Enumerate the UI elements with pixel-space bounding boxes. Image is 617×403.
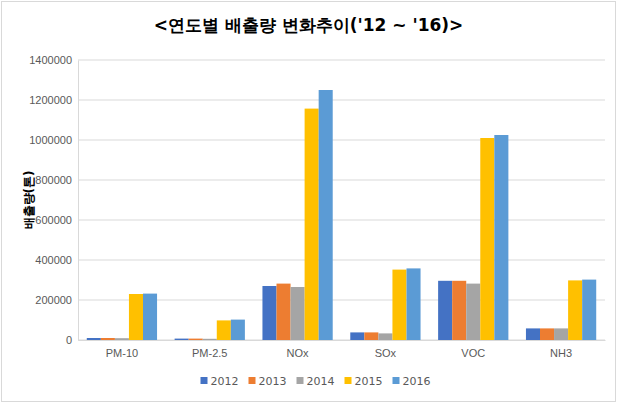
x-tick-label: VOC [461,347,485,359]
bar [115,338,129,340]
x-tick: SOx [375,340,397,359]
x-tick-label: NH3 [550,347,572,359]
bar [540,328,554,340]
bar [350,332,364,340]
y-tick-label: 1000000 [29,134,72,146]
y-tick-label: 1400000 [29,54,72,66]
grid-line [78,60,605,61]
y-tick-label: 600000 [35,214,72,226]
bar [143,294,157,340]
y-tick: 0 [66,334,78,346]
legend-swatch [297,377,304,384]
y-tick-label: 200000 [35,294,72,306]
legend-label: 2014 [307,375,335,388]
bar [217,320,231,340]
x-axis-line [79,340,606,341]
legend-swatch [249,377,256,384]
bar [494,135,508,340]
legend-label: 2012 [211,375,239,388]
bar [568,280,582,340]
bar [438,281,452,340]
bar [378,333,392,340]
x-tick-label: NOx [287,347,310,359]
bars [87,90,596,340]
bar [175,339,189,340]
legend-swatch [393,377,400,384]
bar [582,280,596,340]
y-axis: 0 200000 400000 600000 800000 1000000 1200000 1… [29,54,78,346]
y-tick-label: 1200000 [29,94,72,106]
x-tick: PM-2.5 [192,340,227,359]
x-tick-label: PM-10 [106,347,138,359]
x-tick: PM-10 [106,340,138,359]
chart: <연도별 배출량 변화추이('12 ~ '16)> 0 200000 400000 60… [0,0,617,403]
x-tick-label: PM-2.5 [192,347,227,359]
legend-label: 2015 [355,375,383,388]
bar [452,281,466,340]
bar [262,286,276,340]
y-tick: 400000 [35,254,78,266]
title: <연도별 배출량 변화추이('12 ~ '16)> [154,15,464,35]
y-tick: 1200000 [29,94,78,106]
bar [406,268,420,340]
grid-line [78,220,605,221]
bar [554,328,568,340]
bar [291,287,305,340]
y-axis-line [78,61,79,341]
legend-label: 2016 [403,375,431,388]
bar [392,270,406,340]
bar [364,332,378,340]
x-tick: NH3 [550,340,572,359]
y-tick: 800000 [35,174,78,186]
bar [526,328,540,340]
y-tick: 1400000 [29,54,78,66]
bar [87,338,101,340]
legend-swatch [345,377,352,384]
y-tick-label: 0 [66,334,72,346]
grid-line [78,180,605,181]
bar [319,90,333,340]
chart-frame [2,2,616,402]
x-axis: PM-10 PM-2.5 NOx SOx VOC NH3 [79,340,606,359]
bar [129,294,143,340]
bar [231,320,245,340]
legend-swatch [201,377,208,384]
bar [480,138,494,340]
series [143,90,596,340]
legend: 2012 2013 2014 2015 2016 [201,375,431,388]
y-axis-title: 배출량(톤) [22,171,36,230]
grid [78,60,605,340]
bar [466,284,480,340]
x-tick: NOx [287,340,310,359]
grid-line [78,100,605,101]
y-tick: 200000 [35,294,78,306]
y-tick-label: 400000 [35,254,72,266]
legend-label: 2013 [259,375,287,388]
bar [305,109,319,340]
bar [189,339,203,340]
y-tick: 600000 [35,214,78,226]
x-tick: VOC [461,340,485,359]
bar [277,284,291,340]
bar [203,339,217,340]
bar [101,338,115,340]
series [129,109,582,340]
y-tick: 1000000 [29,134,78,146]
grid-line [78,260,605,261]
x-tick-label: SOx [375,347,397,359]
y-tick-label: 800000 [35,174,72,186]
grid-line [78,140,605,141]
